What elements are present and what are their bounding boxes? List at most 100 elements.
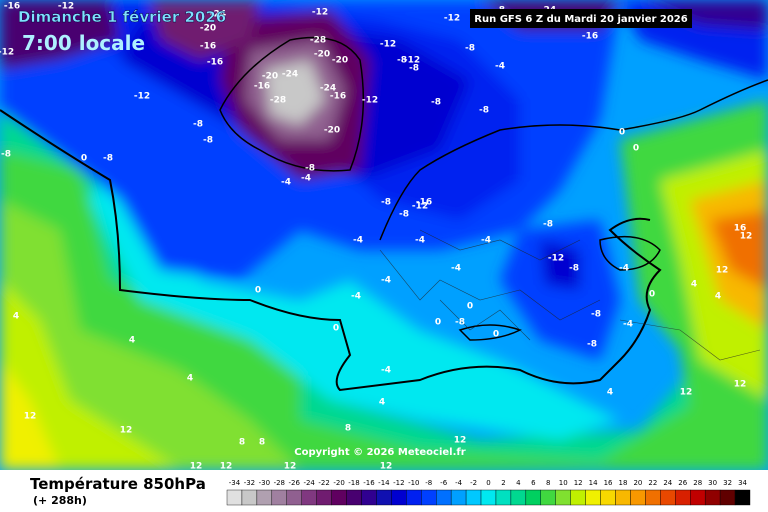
contour-label: -8	[543, 220, 553, 230]
scale-label: -2	[470, 479, 477, 487]
scale-swatch	[465, 489, 482, 506]
local-time: 7:00 locale	[22, 31, 145, 55]
scale-label: -18	[348, 479, 359, 487]
scale-swatch	[615, 489, 631, 506]
lead-time: (+ 288h)	[33, 494, 87, 507]
scale-label: 32	[723, 479, 732, 487]
scale-label: 24	[663, 479, 672, 487]
contour-label: 12	[380, 462, 393, 472]
contour-label: -4	[353, 236, 363, 246]
contour-label: -8	[397, 56, 407, 66]
forecast-date: Dimanche 1 février 2026	[18, 8, 226, 26]
contour-label: 0	[649, 290, 655, 300]
contour-label: -16	[330, 92, 346, 102]
run-info: Run GFS 6 Z du Mardi 20 janvier 2026	[474, 14, 687, 25]
copyright: Copyright © 2026 Meteociel.fr	[294, 447, 465, 458]
contour-label: 0	[619, 128, 625, 138]
contour-label: -16	[200, 42, 216, 52]
contour-label: 8	[239, 438, 245, 448]
contour-label: 0	[633, 144, 639, 154]
scale-swatch	[361, 489, 377, 506]
contour-label: -8	[479, 106, 489, 116]
scale-label: -6	[440, 479, 448, 487]
scale-label: 20	[633, 479, 642, 487]
contour-label: 12	[454, 436, 467, 446]
scale-swatch	[630, 489, 646, 506]
scale-swatch	[346, 489, 362, 506]
contour-label: -12	[362, 96, 378, 106]
scale-swatch	[241, 489, 258, 506]
scale-label: 22	[648, 479, 657, 487]
scale-label: -14	[378, 479, 390, 487]
contour-label: -12	[134, 92, 150, 102]
scale-swatch	[316, 489, 332, 506]
scale-label: 26	[678, 479, 687, 487]
contour-label: -28	[270, 96, 286, 106]
legend-title: Température 850hPa	[30, 475, 206, 493]
contour-label: -4	[301, 174, 311, 184]
contour-label: 4	[715, 292, 721, 302]
contour-label: 8	[345, 424, 351, 434]
scale-swatch	[331, 489, 347, 506]
contour-label: -4	[451, 264, 461, 274]
scale-swatch	[301, 489, 317, 506]
contour-label: -28	[310, 36, 326, 46]
scale-label: 0	[486, 479, 490, 487]
contour-label: 12	[24, 412, 37, 422]
scale-swatch	[450, 489, 467, 506]
scale-swatch	[555, 489, 571, 506]
color-scale: -34 -32 -30 -28 -26 -24 -22 -20 -18 -16 -14 -12 -10-…	[226, 479, 751, 506]
scale-label: 34	[738, 479, 747, 487]
contour-label: -24	[210, 10, 226, 20]
contour-label: -16	[582, 32, 598, 42]
contour-label: -4	[281, 178, 291, 188]
contour-labels: -16-12-24-20-16-16-12-12-8-12-28-20-20-2…	[0, 2, 752, 472]
contour-label: -20	[262, 72, 278, 82]
scale-swatch	[690, 489, 706, 506]
contour-label: 0	[435, 318, 441, 328]
scale-swatch	[391, 489, 407, 506]
scale-swatch	[256, 489, 273, 506]
scale-label: 28	[693, 479, 702, 487]
contour-label: -8	[1, 150, 11, 160]
scale-label: -34	[229, 479, 241, 487]
contour-label: 12	[120, 426, 133, 436]
scale-label: -30	[259, 479, 270, 487]
contour-label: -12	[0, 48, 14, 58]
contour-label: -8	[431, 98, 441, 108]
temperature-field	[0, 0, 768, 470]
scale-swatch	[704, 489, 721, 506]
scale-label: 2	[501, 479, 505, 487]
contour-label: 4	[691, 280, 697, 290]
scale-swatch	[436, 489, 452, 506]
contour-label: 12	[740, 232, 753, 242]
contour-label: -4	[381, 276, 391, 286]
contour-label: -4	[619, 264, 629, 274]
contour-label: -8	[399, 210, 409, 220]
scale-label: 10	[559, 479, 568, 487]
contour-label: -16	[207, 58, 223, 68]
scale-label: 14	[589, 479, 598, 487]
contour-label: -4	[351, 292, 361, 302]
scale-swatch	[525, 489, 541, 506]
scale-swatch	[495, 489, 512, 506]
contour-label: -24	[282, 70, 298, 80]
scale-label: -22	[318, 479, 329, 487]
scale-swatch	[540, 489, 556, 506]
scale-swatch	[406, 489, 422, 506]
contour-label: -4	[481, 236, 491, 246]
borders	[379, 229, 761, 361]
contour-label: -16	[4, 2, 20, 12]
scale-swatch	[271, 489, 287, 506]
contour-label: -16	[416, 198, 432, 208]
contour-label: -12	[412, 202, 428, 212]
contour-label: -12	[312, 8, 328, 18]
scale-label: -12	[393, 479, 404, 487]
scale-label: -28	[274, 479, 285, 487]
scale-label: 16	[604, 479, 613, 487]
contour-label: 0	[493, 330, 499, 340]
contour-label: -8	[465, 44, 475, 54]
scale-label: -8	[425, 479, 432, 487]
